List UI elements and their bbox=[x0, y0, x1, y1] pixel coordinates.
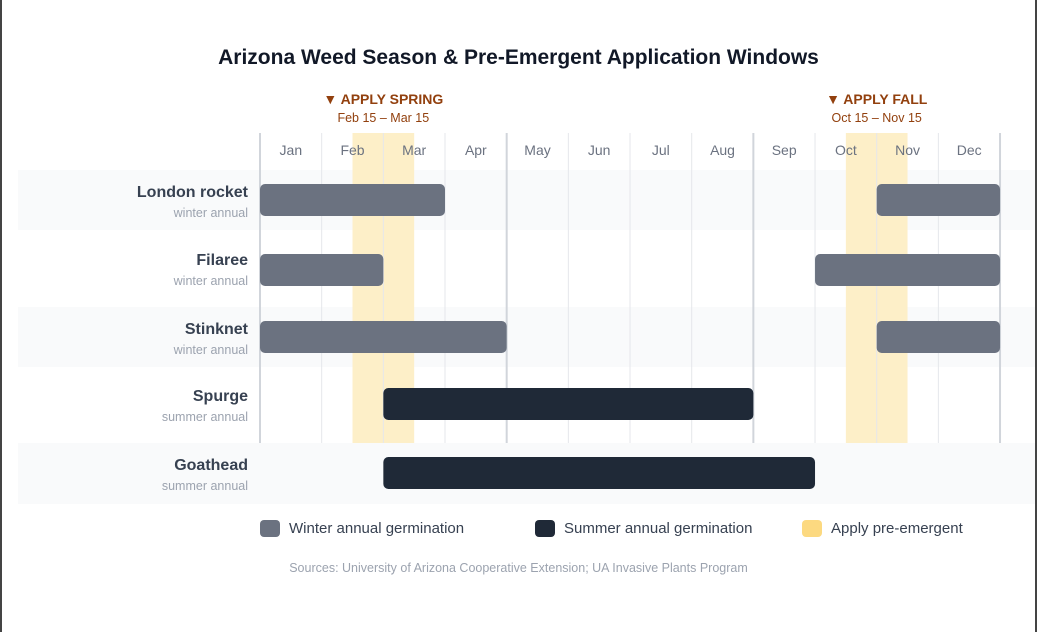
germination-bar bbox=[260, 184, 446, 216]
month-label: Apr bbox=[465, 142, 487, 158]
chart-title: Arizona Weed Season & Pre-Emergent Appli… bbox=[218, 46, 819, 69]
month-label: Jun bbox=[588, 142, 611, 158]
application-window-label: ▼ APPLY SPRING bbox=[323, 91, 443, 107]
month-label: Sep bbox=[772, 142, 797, 158]
month-label: Nov bbox=[895, 142, 920, 158]
legend-label-apply: Apply pre-emergent bbox=[831, 520, 963, 537]
germination-bar bbox=[815, 254, 1001, 286]
legend-label-winter: Winter annual germination bbox=[289, 520, 465, 537]
germination-bar bbox=[383, 457, 816, 489]
legend-swatch-apply bbox=[802, 520, 822, 537]
row-label-name: Stinknet bbox=[185, 321, 249, 338]
germination-bar bbox=[876, 184, 1001, 216]
application-window-range: Feb 15 – Mar 15 bbox=[337, 111, 429, 125]
application-window-range: Oct 15 – Nov 15 bbox=[832, 111, 922, 125]
legend-item-winter: Winter annual germination bbox=[260, 520, 464, 537]
row-label-name: London rocket bbox=[137, 184, 249, 201]
month-label: Dec bbox=[957, 142, 982, 158]
germination-bar bbox=[876, 321, 1001, 353]
row-label-name: Goathead bbox=[174, 457, 248, 474]
row-label-type: summer annual bbox=[162, 410, 248, 424]
legend-item-apply: Apply pre-emergent bbox=[802, 520, 963, 537]
row-label-name: Filaree bbox=[196, 252, 248, 269]
month-label: Mar bbox=[402, 142, 426, 158]
row-label-type: winter annual bbox=[173, 343, 248, 357]
germination-bar bbox=[260, 254, 384, 286]
row-label-type: winter annual bbox=[173, 206, 248, 220]
legend-swatch-winter bbox=[260, 520, 280, 537]
month-label: May bbox=[524, 142, 550, 158]
source-note: Sources: University of Arizona Cooperati… bbox=[289, 561, 748, 575]
month-label: Oct bbox=[835, 142, 857, 158]
row-label-type: summer annual bbox=[162, 479, 248, 493]
legend-swatch-summer bbox=[535, 520, 555, 537]
month-label: Aug bbox=[710, 142, 735, 158]
row-label-type: winter annual bbox=[173, 274, 248, 288]
month-label: Jul bbox=[652, 142, 670, 158]
germination-bar bbox=[260, 321, 507, 353]
germination-bar bbox=[383, 388, 754, 420]
legend-item-summer: Summer annual germination bbox=[535, 520, 752, 537]
row-label-name: Spurge bbox=[193, 388, 248, 405]
month-label: Jan bbox=[280, 142, 303, 158]
legend-label-summer: Summer annual germination bbox=[564, 520, 753, 537]
application-window-label: ▼ APPLY FALL bbox=[826, 91, 928, 107]
month-label: Feb bbox=[340, 142, 364, 158]
